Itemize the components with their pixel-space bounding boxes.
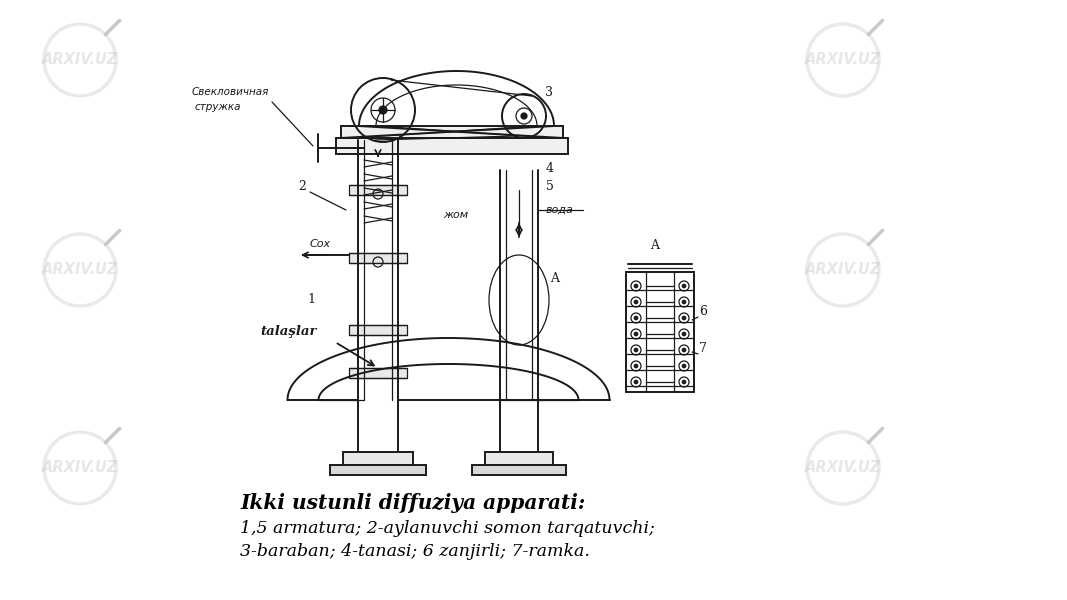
Bar (485, 452, 553, 465)
Text: 3: 3 (545, 86, 553, 99)
Circle shape (379, 106, 387, 114)
Text: Свекловичная: Свекловичная (192, 87, 269, 97)
Circle shape (682, 348, 686, 352)
Circle shape (634, 284, 638, 288)
Text: A: A (550, 272, 559, 285)
Text: Ikki ustunli diffuziya apparati:: Ikki ustunli diffuziya apparati: (240, 493, 586, 513)
Circle shape (634, 300, 638, 304)
Text: ARXIV.UZ: ARXIV.UZ (42, 52, 118, 67)
Circle shape (682, 364, 686, 368)
Text: вода: вода (546, 205, 574, 215)
Text: 2: 2 (298, 180, 306, 193)
Bar (349, 325, 407, 335)
Text: Сох: Сох (310, 239, 331, 249)
Circle shape (634, 316, 638, 320)
Text: 7: 7 (699, 342, 706, 355)
Text: жом: жом (443, 210, 468, 220)
Circle shape (634, 364, 638, 368)
Text: talaşlar: talaşlar (260, 325, 317, 338)
Text: 6: 6 (699, 305, 707, 318)
Circle shape (634, 380, 638, 384)
Bar (336, 138, 568, 154)
Circle shape (682, 284, 686, 288)
Bar (341, 126, 563, 138)
Bar (330, 465, 426, 475)
Circle shape (682, 332, 686, 336)
Circle shape (682, 380, 686, 384)
Text: стружка: стружка (195, 102, 241, 112)
Text: ARXIV.UZ: ARXIV.UZ (805, 461, 881, 475)
Text: 1,5 armatura; 2-aylanuvchi somon tarqatuvchi;: 1,5 armatura; 2-aylanuvchi somon tarqatu… (240, 520, 655, 537)
Text: 4: 4 (546, 162, 554, 175)
Text: ARXIV.UZ: ARXIV.UZ (805, 52, 881, 67)
Bar (349, 368, 407, 378)
Text: A: A (651, 239, 659, 252)
Text: 5: 5 (546, 180, 554, 193)
Circle shape (682, 316, 686, 320)
Bar (472, 465, 566, 475)
Text: 3-baraban; 4-tanasi; 6 zanjirli; 7-ramka.: 3-baraban; 4-tanasi; 6 zanjirli; 7-ramka… (240, 543, 590, 560)
Text: ARXIV.UZ: ARXIV.UZ (805, 263, 881, 277)
Circle shape (634, 332, 638, 336)
Circle shape (521, 113, 527, 119)
Bar (349, 253, 407, 263)
Bar (349, 185, 407, 195)
Bar (343, 452, 413, 465)
Bar (626, 272, 694, 392)
Text: ARXIV.UZ: ARXIV.UZ (42, 461, 118, 475)
Text: 1: 1 (307, 293, 315, 306)
Circle shape (682, 300, 686, 304)
Circle shape (634, 348, 638, 352)
Text: ARXIV.UZ: ARXIV.UZ (42, 263, 118, 277)
